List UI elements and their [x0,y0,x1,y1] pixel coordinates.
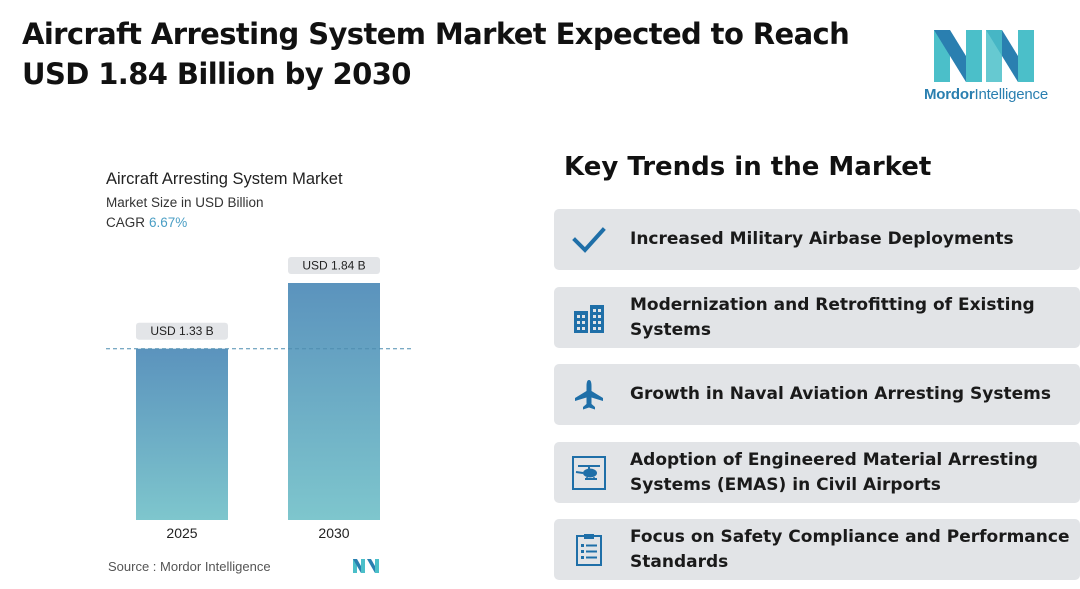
trend-label: Modernization and Retrofitting of Existi… [630,294,1035,340]
trend-card-emas: Adoption of Engineered Material Arrestin… [554,442,1080,503]
chart-subtitle: Market Size in USD Billion [106,195,264,210]
bar-2025 [136,348,228,520]
x-tick-label: 2025 [166,525,197,541]
cagr-value: 6.67% [149,215,188,230]
cagr-label: CAGR 6.67% [106,215,188,230]
buildings-icon [574,305,604,333]
source-logo-icon [353,559,379,573]
airplane-icon [575,380,603,410]
chart-title: Aircraft Arresting System Market [106,170,343,188]
data-label: USD 1.33 B [150,324,213,338]
checkmark-icon [572,227,606,253]
mordor-intelligence-logo: MordorIntelligence [920,26,1052,110]
trend-card-naval-aviation: Growth in Naval Aviation Arresting Syste… [554,364,1080,425]
helicopter-icon [572,456,606,490]
data-label: USD 1.84 B [302,259,365,273]
data-label-bg [288,257,380,274]
trend-card-modernization: Modernization and Retrofitting of Existi… [554,287,1080,348]
data-label-bg [136,322,228,340]
trends-title: Key Trends in the Market [564,152,932,182]
page-title: Aircraft Arresting System Market Expecte… [22,17,850,91]
trend-label: Increased Military Airbase Deployments [630,229,1014,249]
trend-card-military-airbase: Increased Military Airbase Deployments [554,209,1080,270]
bar-2030 [288,283,380,520]
trend-label: Growth in Naval Aviation Arresting Syste… [630,384,1051,404]
trend-label: Focus on Safety Compliance and Performan… [630,526,1070,572]
checklist-icon [576,534,602,566]
x-tick-label: 2030 [318,525,349,541]
chart-source: Source : Mordor Intelligence [108,559,271,574]
logo-label: MordorIntelligence [924,86,1048,103]
trend-card-safety-compliance: Focus on Safety Compliance and Performan… [554,519,1080,580]
mordor-logo-mark-icon [934,30,1034,82]
trend-label: Adoption of Engineered Material Arrestin… [630,449,1038,495]
